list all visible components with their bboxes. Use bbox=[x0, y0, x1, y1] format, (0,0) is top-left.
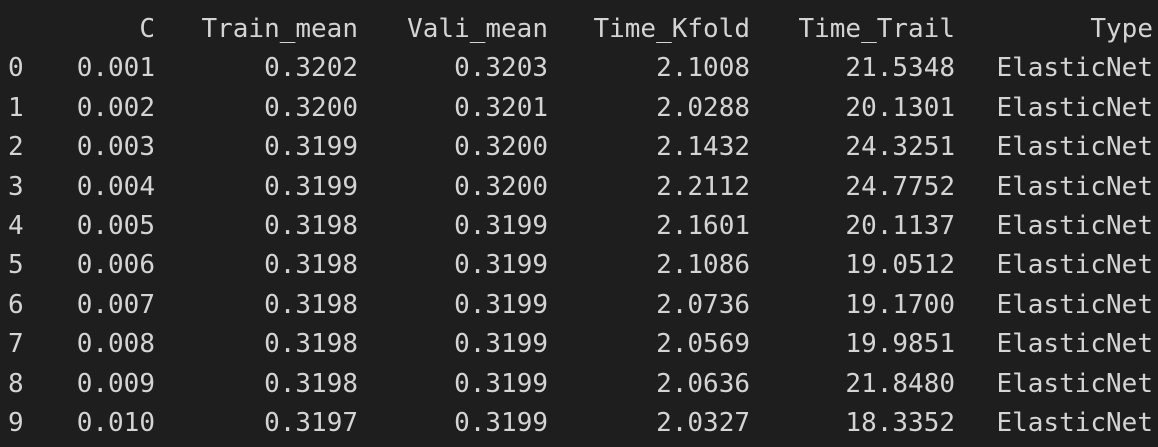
cell-time-trail: 19.0512 bbox=[845, 250, 955, 281]
cell-c: 0.004 bbox=[76, 171, 155, 202]
cell-c: 0.009 bbox=[76, 368, 155, 399]
cell-train-mean: 0.3198 bbox=[264, 329, 358, 360]
table-row: 5 0.006 0.3198 0.3199 2.1086 19.0512 Ela… bbox=[8, 246, 1153, 285]
cell-vali-mean: 0.3201 bbox=[454, 92, 548, 123]
cell-time-trail: 19.9851 bbox=[845, 329, 955, 360]
cell-type: ElasticNet bbox=[996, 289, 1153, 320]
row-index: 0 bbox=[8, 53, 24, 84]
cell-c: 0.003 bbox=[76, 132, 155, 163]
dataframe-table: C Train_mean Vali_mean Time_Kfold Time_T… bbox=[8, 10, 1153, 443]
header-time-kfold: Time_Kfold bbox=[593, 14, 750, 44]
cell-c: 0.010 bbox=[76, 408, 155, 439]
cell-vali-mean: 0.3199 bbox=[454, 250, 548, 281]
cell-train-mean: 0.3197 bbox=[264, 408, 358, 439]
row-index: 8 bbox=[8, 368, 24, 399]
table-row: 3 0.004 0.3199 0.3200 2.2112 24.7752 Ela… bbox=[8, 168, 1153, 207]
header-index bbox=[8, 10, 42, 49]
header-train-mean: Train_mean bbox=[201, 14, 358, 44]
cell-c: 0.002 bbox=[76, 92, 155, 123]
cell-vali-mean: 0.3200 bbox=[454, 132, 548, 163]
table-row: 8 0.009 0.3198 0.3199 2.0636 21.8480 Ela… bbox=[8, 365, 1153, 404]
cell-vali-mean: 0.3203 bbox=[454, 53, 548, 84]
cell-type: ElasticNet bbox=[996, 368, 1153, 399]
row-index: 5 bbox=[8, 250, 24, 281]
header-vali-mean: Vali_mean bbox=[407, 14, 548, 44]
row-index: 1 bbox=[8, 92, 24, 123]
table-row: 4 0.005 0.3198 0.3199 2.1601 20.1137 Ela… bbox=[8, 207, 1153, 246]
row-index: 6 bbox=[8, 289, 24, 320]
cell-time-trail: 21.5348 bbox=[845, 53, 955, 84]
row-index: 9 bbox=[8, 408, 24, 439]
cell-time-kfold: 2.1086 bbox=[656, 250, 750, 281]
cell-time-kfold: 2.2112 bbox=[656, 171, 750, 202]
cell-type: ElasticNet bbox=[996, 132, 1153, 163]
cell-vali-mean: 0.3199 bbox=[454, 408, 548, 439]
cell-time-kfold: 2.0569 bbox=[656, 329, 750, 360]
cell-time-trail: 19.1700 bbox=[845, 289, 955, 320]
cell-time-kfold: 2.0288 bbox=[656, 92, 750, 123]
header-type: Type bbox=[1090, 14, 1153, 44]
row-index: 2 bbox=[8, 132, 24, 163]
cell-train-mean: 0.3198 bbox=[264, 250, 358, 281]
cell-vali-mean: 0.3199 bbox=[454, 211, 548, 242]
table-row: 0 0.001 0.3202 0.3203 2.1008 21.5348 Ela… bbox=[8, 49, 1153, 88]
table-row: 6 0.007 0.3198 0.3199 2.0736 19.1700 Ela… bbox=[8, 286, 1153, 325]
cell-train-mean: 0.3200 bbox=[264, 92, 358, 123]
cell-time-kfold: 2.1008 bbox=[656, 53, 750, 84]
cell-type: ElasticNet bbox=[996, 408, 1153, 439]
cell-time-kfold: 2.1432 bbox=[656, 132, 750, 163]
cell-c: 0.006 bbox=[76, 250, 155, 281]
cell-c: 0.007 bbox=[76, 289, 155, 320]
cell-vali-mean: 0.3199 bbox=[454, 329, 548, 360]
cell-vali-mean: 0.3199 bbox=[454, 289, 548, 320]
table-row: 1 0.002 0.3200 0.3201 2.0288 20.1301 Ela… bbox=[8, 89, 1153, 128]
cell-train-mean: 0.3202 bbox=[264, 53, 358, 84]
cell-type: ElasticNet bbox=[996, 211, 1153, 242]
header-c: C bbox=[139, 14, 155, 44]
cell-type: ElasticNet bbox=[996, 92, 1153, 123]
cell-time-trail: 18.3352 bbox=[845, 408, 955, 439]
table-row: 9 0.010 0.3197 0.3199 2.0327 18.3352 Ela… bbox=[8, 404, 1153, 443]
row-index: 4 bbox=[8, 211, 24, 242]
cell-train-mean: 0.3198 bbox=[264, 211, 358, 242]
cell-time-kfold: 2.1601 bbox=[656, 211, 750, 242]
cell-type: ElasticNet bbox=[996, 53, 1153, 84]
cell-c: 0.008 bbox=[76, 329, 155, 360]
cell-vali-mean: 0.3199 bbox=[454, 368, 548, 399]
table-row: 7 0.008 0.3198 0.3199 2.0569 19.9851 Ela… bbox=[8, 325, 1153, 364]
cell-time-kfold: 2.0736 bbox=[656, 289, 750, 320]
cell-time-kfold: 2.0636 bbox=[656, 368, 750, 399]
cell-time-trail: 24.3251 bbox=[845, 132, 955, 163]
row-index: 7 bbox=[8, 329, 24, 360]
cell-type: ElasticNet bbox=[996, 329, 1153, 360]
cell-c: 0.001 bbox=[76, 53, 155, 84]
cell-c: 0.005 bbox=[76, 211, 155, 242]
table-row: 2 0.003 0.3199 0.3200 2.1432 24.3251 Ela… bbox=[8, 128, 1153, 167]
cell-time-trail: 21.8480 bbox=[845, 368, 955, 399]
cell-train-mean: 0.3198 bbox=[264, 289, 358, 320]
cell-type: ElasticNet bbox=[996, 250, 1153, 281]
header-time-trail: Time_Trail bbox=[798, 14, 955, 44]
cell-time-trail: 20.1137 bbox=[845, 211, 955, 242]
header-row: C Train_mean Vali_mean Time_Kfold Time_T… bbox=[8, 10, 1153, 49]
cell-train-mean: 0.3199 bbox=[264, 132, 358, 163]
cell-time-trail: 24.7752 bbox=[845, 171, 955, 202]
cell-type: ElasticNet bbox=[996, 171, 1153, 202]
cell-train-mean: 0.3199 bbox=[264, 171, 358, 202]
cell-train-mean: 0.3198 bbox=[264, 368, 358, 399]
cell-time-kfold: 2.0327 bbox=[656, 408, 750, 439]
row-index: 3 bbox=[8, 171, 24, 202]
cell-time-trail: 20.1301 bbox=[845, 92, 955, 123]
cell-vali-mean: 0.3200 bbox=[454, 171, 548, 202]
